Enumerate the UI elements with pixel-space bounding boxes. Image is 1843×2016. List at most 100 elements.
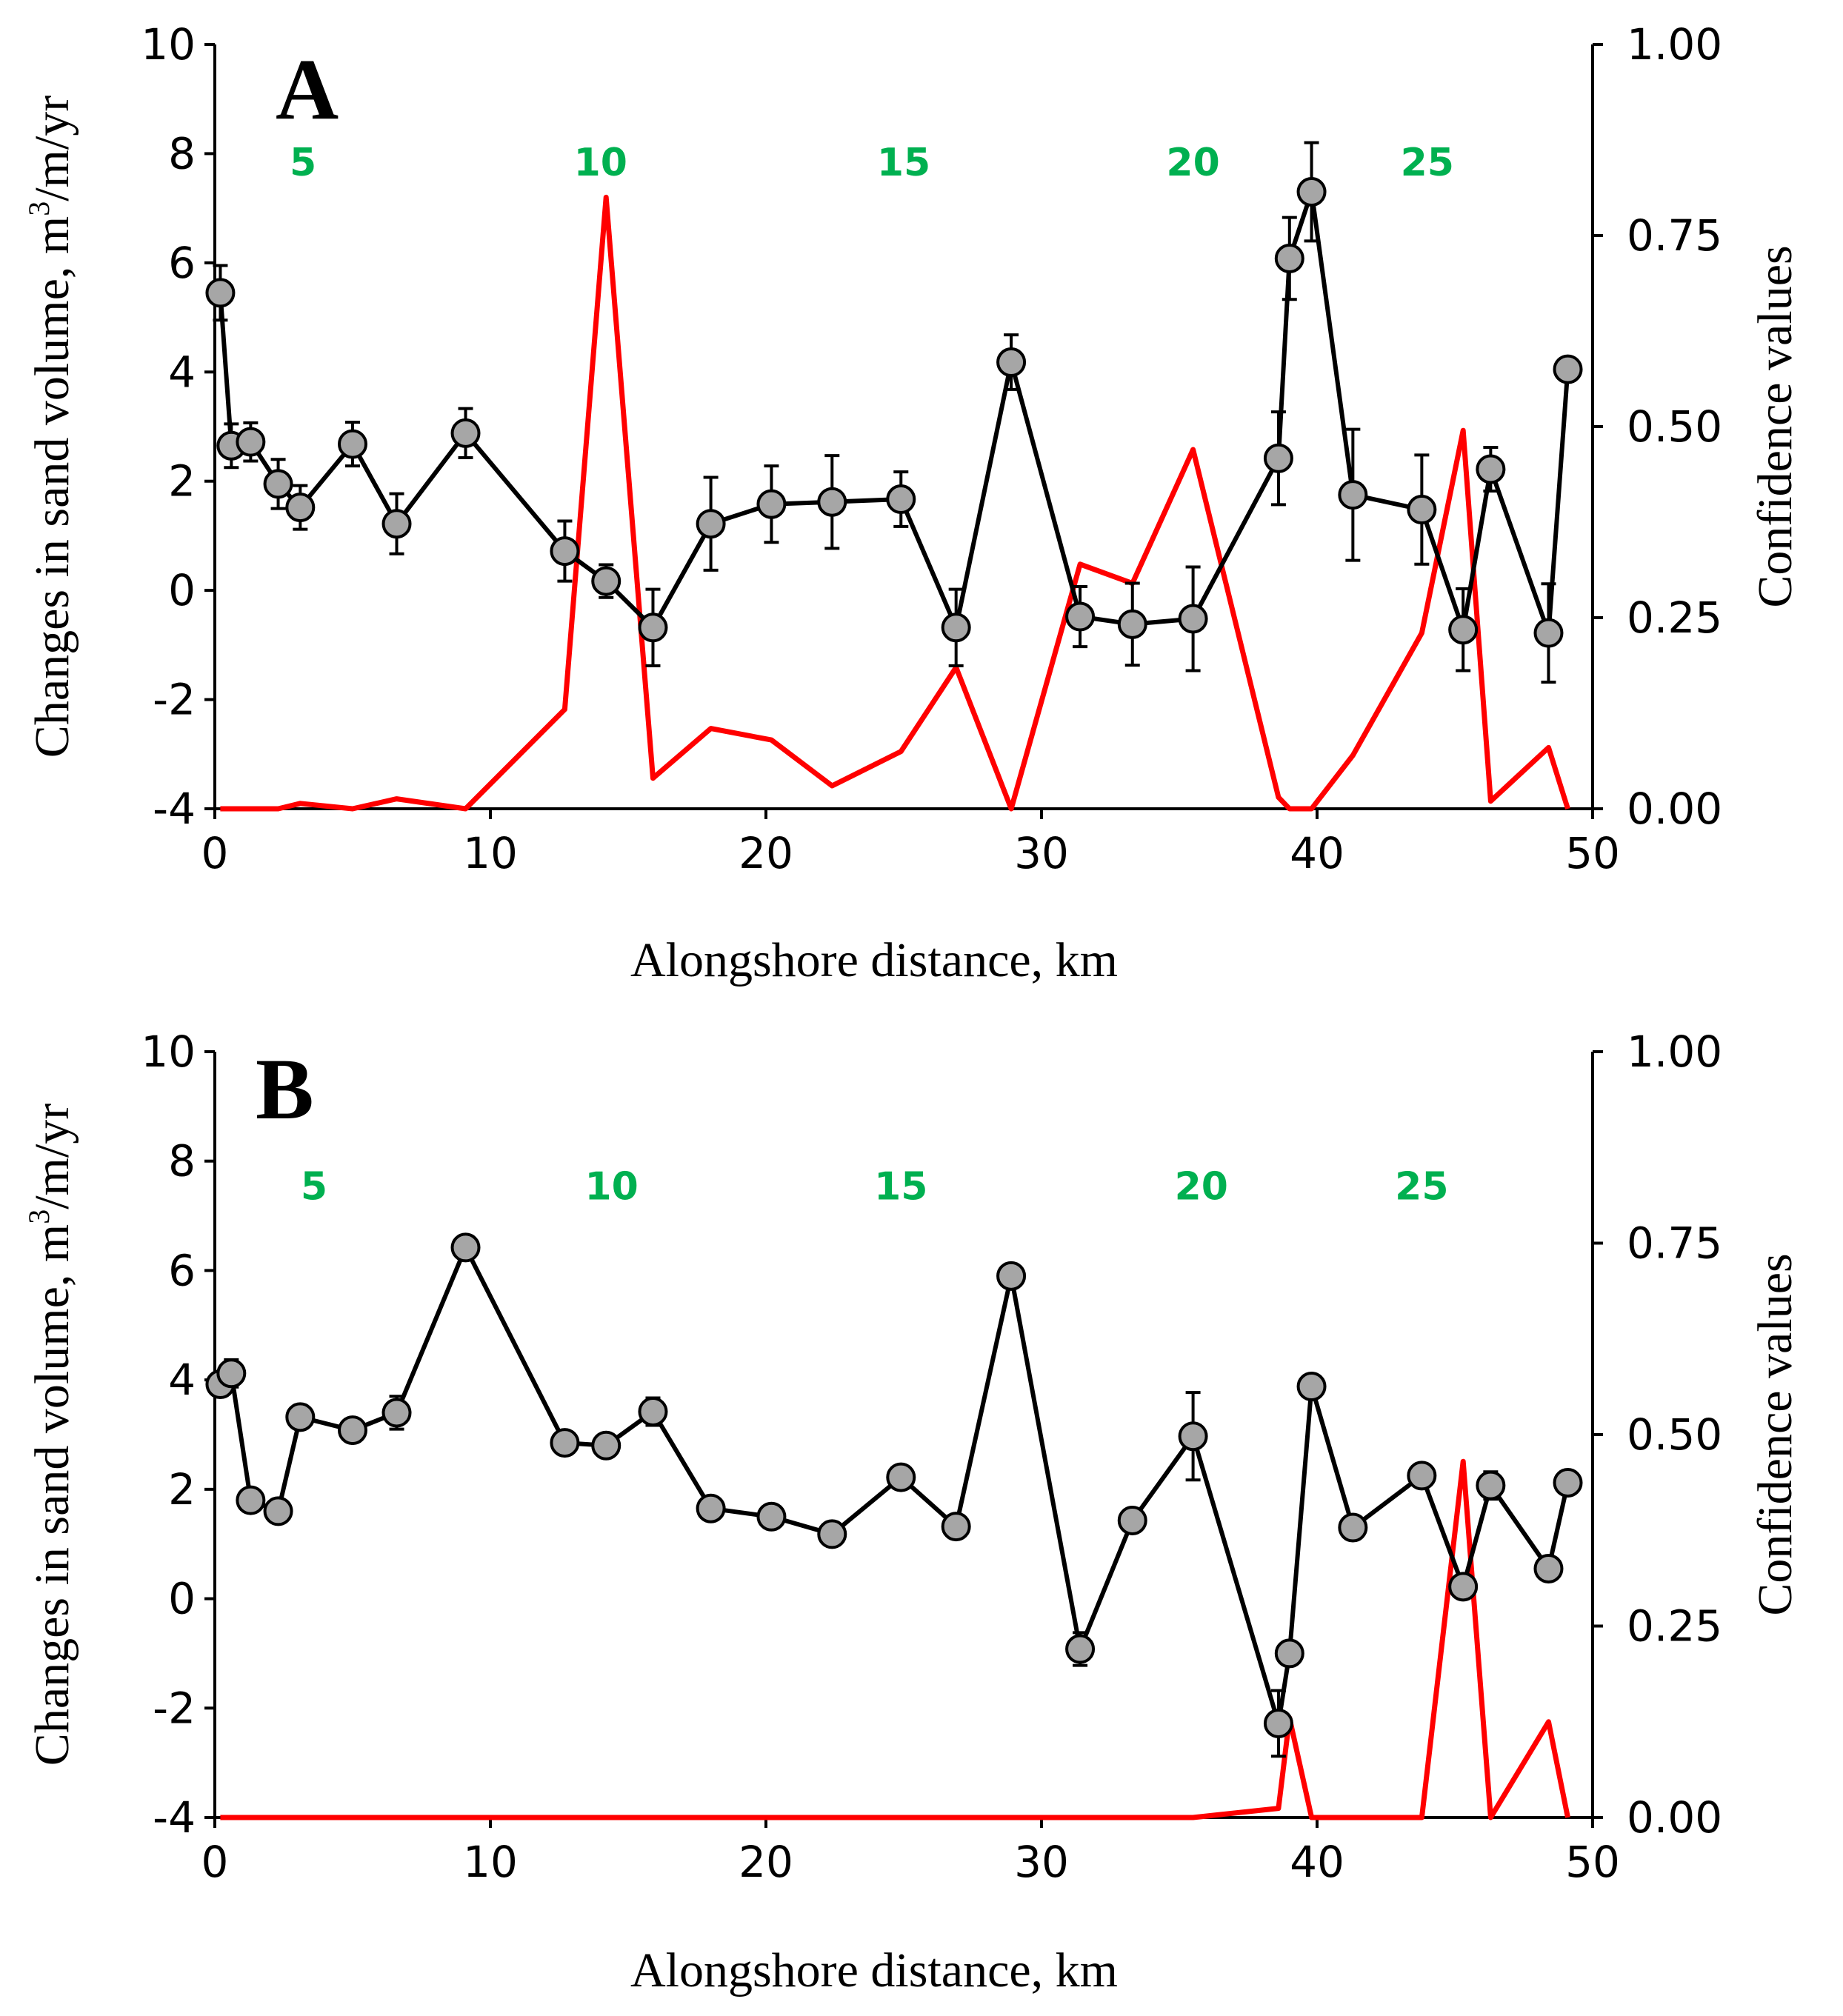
panel-a-profile-label: 20 (1166, 141, 1219, 185)
panel-b-x-tick-label: 0 (201, 1837, 229, 1887)
panel-a-data-point (1178, 604, 1208, 634)
panel-b-data-point (1296, 1372, 1327, 1402)
panel-b-y-tick-label: 0 (168, 1574, 196, 1624)
panel-b-profile-labels: 5 10 15 20 25 (301, 1164, 1449, 1209)
panel-b-x-tick-label: 40 (1290, 1837, 1344, 1887)
panel-b-data-point (216, 1358, 247, 1389)
panel-a-data-point (1476, 454, 1506, 484)
panel-b-confidence-line (220, 1458, 1570, 1820)
panel-b-data-point (886, 1462, 916, 1492)
panel-a-x-tick-label: 20 (739, 828, 793, 878)
panel-a-confidence-series (220, 194, 1570, 812)
panel-a-y-ticks: -4 -2 0 2 4 6 8 10 (141, 19, 215, 834)
panel-a-data-point (756, 489, 787, 519)
panel-b-data-point (1533, 1553, 1564, 1583)
panel-b-data-point (450, 1232, 481, 1263)
panel-a-data-point (1448, 615, 1479, 645)
panel-a-data-point (996, 347, 1027, 378)
panel-b-profile-label: 25 (1395, 1164, 1448, 1209)
panel-b-x-tick-label: 20 (739, 1837, 793, 1887)
panel-b-y-axis-title-tail: /m/yr (25, 1104, 79, 1209)
panel-b-data-point (1117, 1505, 1147, 1535)
panel-a-confidence-line (220, 194, 1570, 812)
panel-b-data-point (285, 1402, 316, 1432)
panel-b-data-point (1263, 1708, 1293, 1738)
panel-a-data-point (886, 484, 916, 515)
panel-b-data-point (236, 1485, 266, 1515)
panel-a-y-axis-title-main: Changes in sand volume, m (25, 216, 79, 758)
panel-b-x-tick-label: 50 (1565, 1837, 1620, 1887)
panel-a-profile-labels: 5 10 15 20 25 (290, 141, 1454, 185)
panel-b-y-tick-label: 2 (168, 1464, 196, 1515)
panel-a-x-tick-label: 10 (463, 828, 518, 878)
panel-b-data-point (1407, 1461, 1437, 1491)
panel-b-y-tick-label: -4 (153, 1792, 196, 1843)
panel-a-data-point (236, 427, 266, 457)
panel-b-profile-label: 15 (874, 1164, 927, 1209)
panel-b-y2-tick-label: 1.00 (1627, 1027, 1722, 1077)
panel-a-data-point (550, 536, 580, 567)
panel-a-y-axis-title: Changes in sand volume, m3/m/yr (22, 96, 79, 758)
panel-a-data-point (1338, 480, 1368, 510)
panel-b-y-tick-label: 10 (141, 1027, 196, 1077)
panel-b-y-axis-title-sup: 3 (22, 1209, 56, 1224)
panel-b-profile-label: 5 (301, 1164, 327, 1209)
panel-a-y2-axis-title: Confidence values (1748, 245, 1802, 607)
panel-b-data-point (1476, 1470, 1506, 1501)
panel-a-y-axis-title-sup: 3 (22, 201, 56, 216)
panel-a-data-point (1533, 618, 1564, 648)
panel-a-letter: A (276, 41, 339, 138)
panel-a-y-tick-label: 0 (168, 565, 196, 615)
panel-a-y-tick-label: 8 (168, 128, 196, 178)
panel-a-volume-series (205, 141, 1583, 684)
panel-b-data-point (817, 1519, 847, 1549)
panel-b-data-point (1274, 1638, 1304, 1669)
panel-a-data-point (1296, 177, 1327, 207)
panel-a-volume-line (218, 190, 1570, 635)
panel-b-data-point (696, 1493, 726, 1523)
panel-b-x-tick-label: 30 (1014, 1837, 1069, 1887)
panel-a-profile-label: 15 (877, 141, 930, 185)
panel-b-data-point (638, 1396, 668, 1426)
panel-a-y2-tick-label: 0.75 (1627, 210, 1722, 261)
panel-b-data-point (550, 1428, 580, 1458)
panel-a-x-tick-label: 30 (1014, 828, 1069, 878)
panel-b-data-point (591, 1430, 621, 1461)
panel-b-x-ticks: 0 10 20 30 40 50 (201, 1818, 1620, 1887)
panel-a-data-point (1117, 609, 1147, 639)
panel-a-data-point (205, 278, 236, 308)
panel-a-data-point (638, 613, 668, 643)
panel-b-y2-ticks: 0.00 0.25 0.50 0.75 1.00 (1593, 1027, 1722, 1843)
panel-b-y-tick-label: 4 (168, 1355, 196, 1405)
panel-a-data-point (1274, 243, 1304, 273)
panel-a-y2-ticks: 0.00 0.25 0.50 0.75 1.00 (1593, 19, 1722, 834)
panel-a-x-tick-label: 50 (1565, 828, 1620, 878)
panel-b-data-point (263, 1496, 293, 1526)
panel-a-data-point (1065, 601, 1096, 632)
panel-b-x-tick-label: 10 (463, 1837, 518, 1887)
panel-a-y2-tick-label: 1.00 (1627, 19, 1722, 70)
panel-a-data-point (941, 613, 971, 643)
panel-b-y-axis-title: Changes in sand volume, m3/m/yr (22, 1104, 79, 1766)
panel-b-data-point (756, 1501, 787, 1532)
panel-b-data-point (1178, 1421, 1208, 1452)
panel-b-y-tick-label: 6 (168, 1245, 196, 1295)
panel-b-y2-axis-title: Confidence values (1748, 1253, 1802, 1615)
panel-b-confidence-series (220, 1458, 1570, 1820)
panel-a-data-point (1553, 354, 1583, 384)
panel-b-volume-series (205, 1232, 1583, 1758)
panel-b-letter: B (256, 1041, 314, 1138)
panel-b-y2-tick-label: 0.00 (1627, 1792, 1722, 1843)
panel-b-y-tick-label: 8 (168, 1136, 196, 1186)
panel-b-data-point (1065, 1634, 1096, 1664)
panel-a-y2-tick-label: 0.25 (1627, 593, 1722, 643)
panel-a-y-tick-label: 2 (168, 456, 196, 507)
panel-b-y2-tick-label: 0.25 (1627, 1601, 1722, 1652)
panel-a-data-point (696, 509, 726, 539)
panel-a-data-point (1407, 495, 1437, 525)
panel-b-data-point (941, 1512, 971, 1542)
panel-b-profile-label: 20 (1175, 1164, 1228, 1209)
panel-b-data-point (381, 1398, 412, 1428)
panel-a-profile-label: 5 (290, 141, 316, 185)
panel-b-profile-label: 10 (584, 1164, 638, 1209)
